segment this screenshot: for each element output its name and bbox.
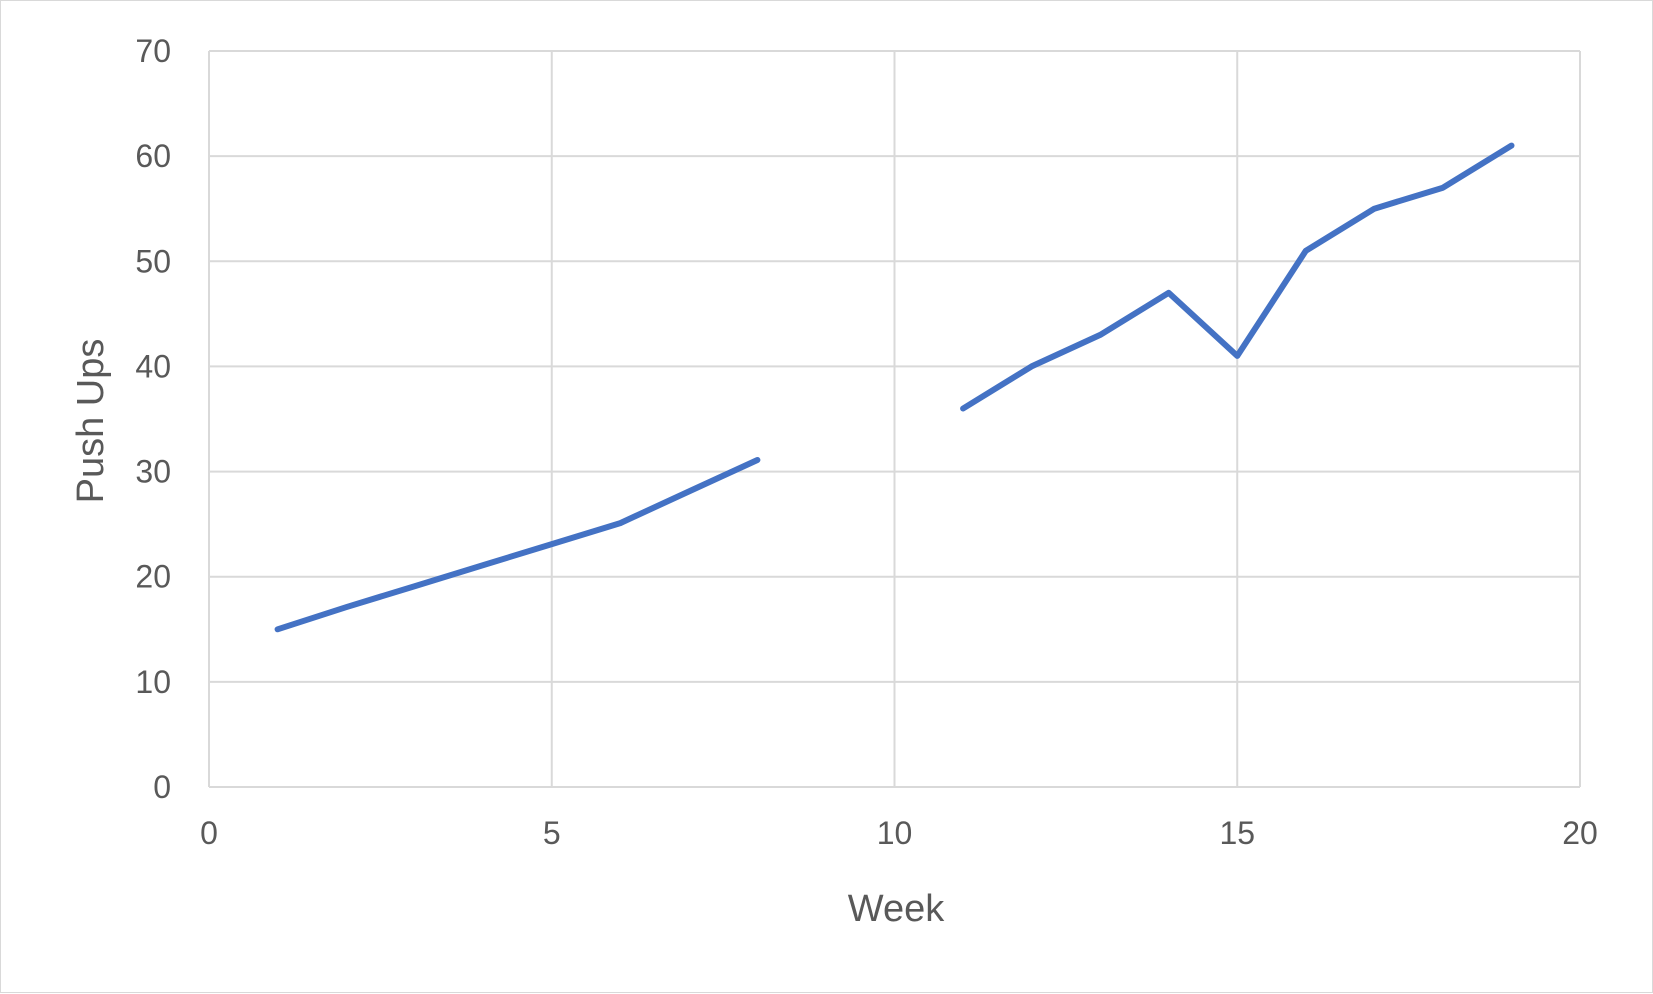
y-axis-title: Push Ups (70, 339, 112, 504)
gridlines (209, 51, 1580, 787)
y-tick-label: 10 (135, 664, 171, 700)
y-tick-label: 0 (153, 769, 171, 805)
y-tick-label: 30 (135, 454, 171, 490)
y-tick-label: 40 (135, 348, 171, 384)
y-tick-label: 20 (135, 559, 171, 595)
x-axis-title: Week (848, 888, 945, 930)
x-tick-label: 5 (543, 815, 561, 851)
x-axis-ticks: 0 5 10 15 20 (200, 815, 1598, 851)
x-tick-label: 0 (200, 815, 218, 851)
y-tick-label: 60 (135, 138, 171, 174)
y-axis-ticks: 0 10 20 30 40 50 60 70 (135, 33, 171, 805)
x-tick-label: 10 (877, 815, 913, 851)
series-line-segment (278, 460, 758, 629)
x-tick-label: 15 (1219, 815, 1255, 851)
y-tick-label: 70 (135, 33, 171, 69)
x-tick-label: 20 (1562, 815, 1598, 851)
y-tick-label: 50 (135, 243, 171, 279)
